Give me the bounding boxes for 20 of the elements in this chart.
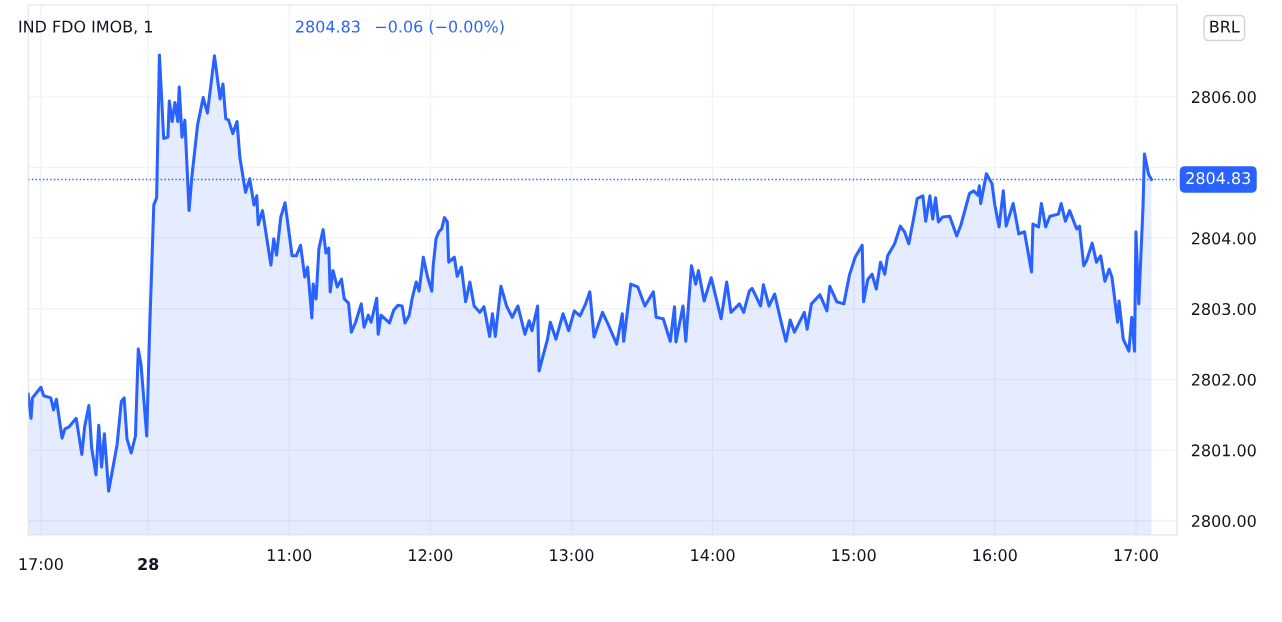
text: IND FDO IMOB, 1 [19,20,152,35]
y-tick-label: 2801.00 [1191,444,1256,457]
x-tick-label: 17:00 [1114,549,1158,562]
y-tick-label: 2806.00 [1191,91,1256,104]
text: 17:00 [19,558,63,571]
y-tick-label: 2800.00 [1191,515,1256,528]
text: BRL [1210,20,1240,33]
annotation: −0.06 (−0.00%) [376,20,504,35]
x-tick-label: 16:00 [973,549,1017,562]
annotation: 2804.83 [296,20,360,33]
y-tick-label: 2802.00 [1191,373,1256,386]
x-tick-label: 15:00 [832,549,876,562]
text: 28 [138,558,159,571]
x-tick-label: 13:00 [550,549,594,562]
x-tick-label: 11:00 [268,549,312,562]
y-tick-label: 2804.00 [1191,232,1256,245]
y-tick-label: 2803.00 [1191,303,1256,316]
x-tick-label: 12:00 [409,549,453,562]
x-tick-label: 14:00 [691,549,735,562]
ref-line-label: 2804.83 [1186,172,1250,185]
